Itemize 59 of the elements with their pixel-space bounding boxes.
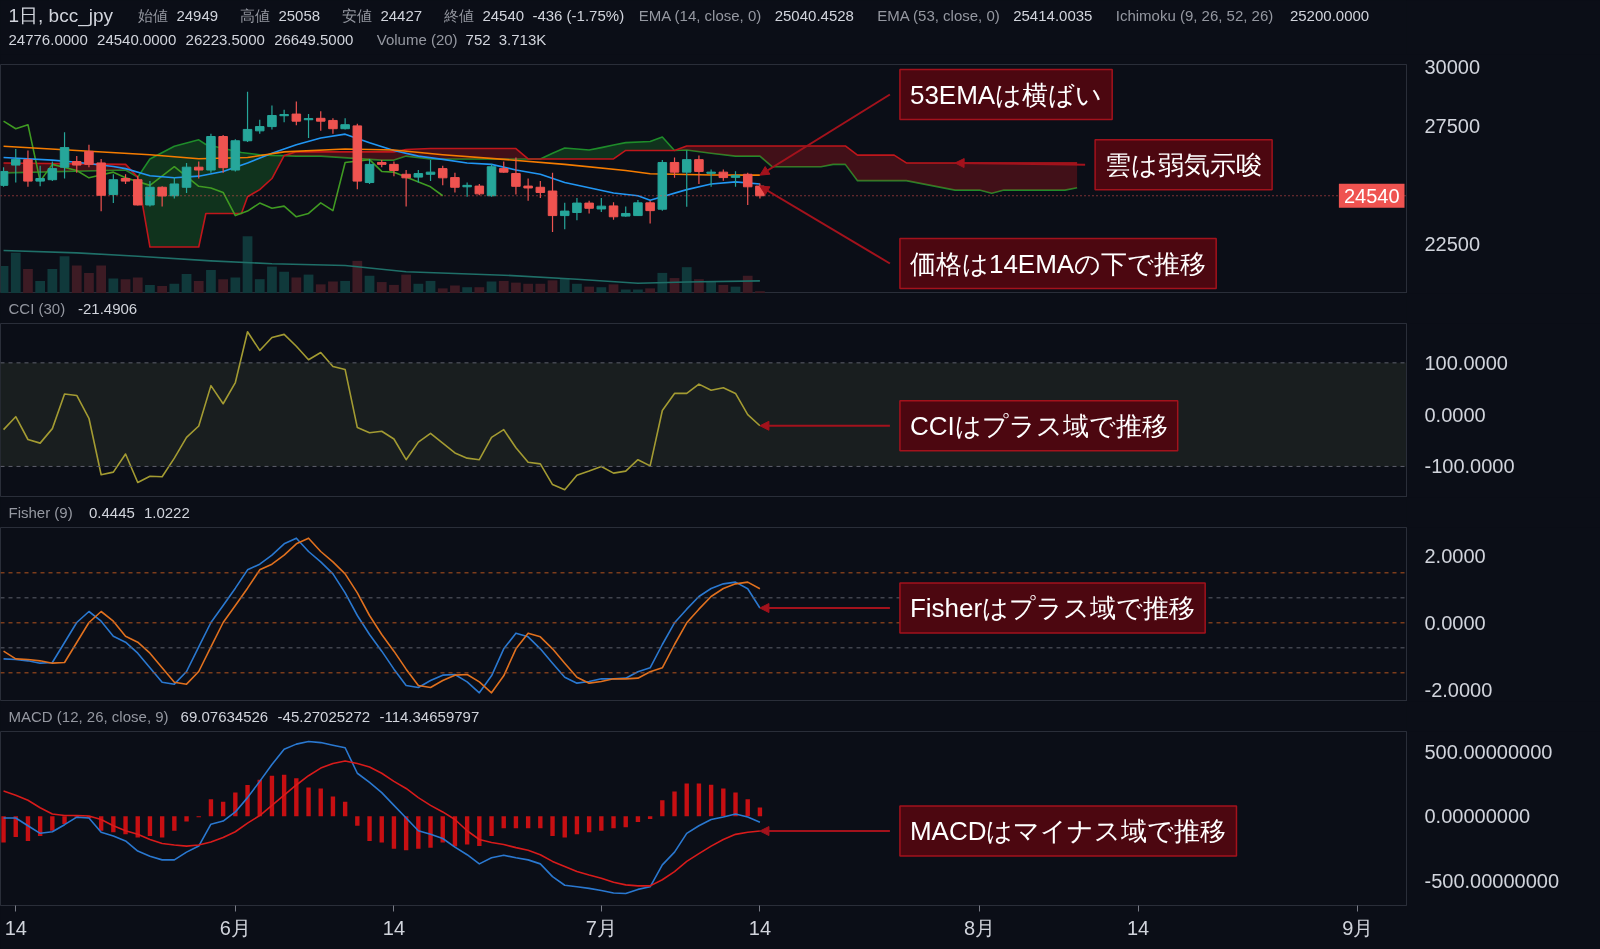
y-tick-label: 27500 xyxy=(1424,114,1481,137)
text: 高値 xyxy=(240,7,271,24)
ref-line-label: 24540 xyxy=(1343,184,1400,207)
text: 24949 xyxy=(176,6,219,24)
y-tick-label: -2.0000 xyxy=(1424,678,1493,701)
text: 24776.0000 xyxy=(8,30,88,48)
annotation: 53EMAは横ばい xyxy=(909,79,1103,110)
x-tick-label: 9月 xyxy=(1342,916,1374,939)
y-tick-label: 2.0000 xyxy=(1424,545,1486,568)
text: EMA (14, close, 0) xyxy=(638,7,762,24)
y-tick-label: -100.0000 xyxy=(1424,455,1515,478)
text: 始値 xyxy=(138,7,169,24)
y-tick-label: 0.0000 xyxy=(1424,611,1486,634)
text: -436 (-1.75%) xyxy=(532,7,625,24)
text: 3.713K xyxy=(498,31,547,48)
text: 24427 xyxy=(380,6,423,24)
text: EMA (53, close, 0) xyxy=(877,7,1000,24)
y-tick-label: 100.0000 xyxy=(1424,351,1508,374)
y-tick-label: -500.00000000 xyxy=(1424,869,1560,892)
text: Ichimoku (9, 26, 52, 26) xyxy=(1115,7,1274,24)
text: 752 xyxy=(465,30,491,48)
x-tick-label: 14 xyxy=(1126,916,1150,939)
x-tick-label: 14 xyxy=(382,916,406,939)
y-tick-label: 0.0000 xyxy=(1424,403,1486,426)
x-tick-label: 7月 xyxy=(585,916,617,939)
y-tick-label: 500.00000000 xyxy=(1424,740,1553,763)
annotation: Fisherはプラス域で推移 xyxy=(909,593,1196,624)
text: 安値 xyxy=(342,7,373,24)
x-tick-label: 6月 xyxy=(219,916,251,939)
text: -114.34659797 xyxy=(379,707,480,725)
text: 1.0222 xyxy=(143,503,190,521)
y-tick-label: 22500 xyxy=(1424,232,1481,255)
x-tick-label: 14 xyxy=(748,916,772,939)
text: 25058 xyxy=(278,6,321,24)
text: 終値 xyxy=(443,7,475,24)
y-tick-label: 30000 xyxy=(1424,55,1481,78)
annotation: MACDはマイナス域で推移 xyxy=(909,816,1227,847)
text: 25414.0035 xyxy=(1013,6,1093,24)
x-tick-label: 8月 xyxy=(963,916,996,939)
text: 0.4445 xyxy=(88,503,135,521)
text: 24540 xyxy=(482,6,525,24)
text: Fisher (9) xyxy=(8,504,73,521)
text: 25040.4528 xyxy=(774,6,854,24)
x-tick-label: 14 xyxy=(4,916,27,939)
text: Volume (20) xyxy=(376,31,458,48)
text: 26649.5000 xyxy=(274,30,354,48)
text: 26223.5000 xyxy=(185,30,265,48)
text: 69.07634526 xyxy=(180,707,269,725)
annotation: 雲は弱気示唆 xyxy=(1105,149,1263,180)
y-tick-label: 0.00000000 xyxy=(1424,805,1531,828)
text: 24540.0000 xyxy=(97,30,177,48)
text: -21.4906 xyxy=(78,299,138,317)
annotation: 価格は14EMAの下で推移 xyxy=(909,248,1207,279)
text: 25200.0000 xyxy=(1289,6,1370,24)
text: MACD (12, 26, close, 9) xyxy=(8,708,169,725)
text: -45.27025272 xyxy=(277,707,371,725)
text: CCI (30) xyxy=(8,300,66,317)
annotation: CCIはプラス域で推移 xyxy=(909,410,1168,441)
chart-title: 1日, bcc_jpy xyxy=(8,5,114,27)
